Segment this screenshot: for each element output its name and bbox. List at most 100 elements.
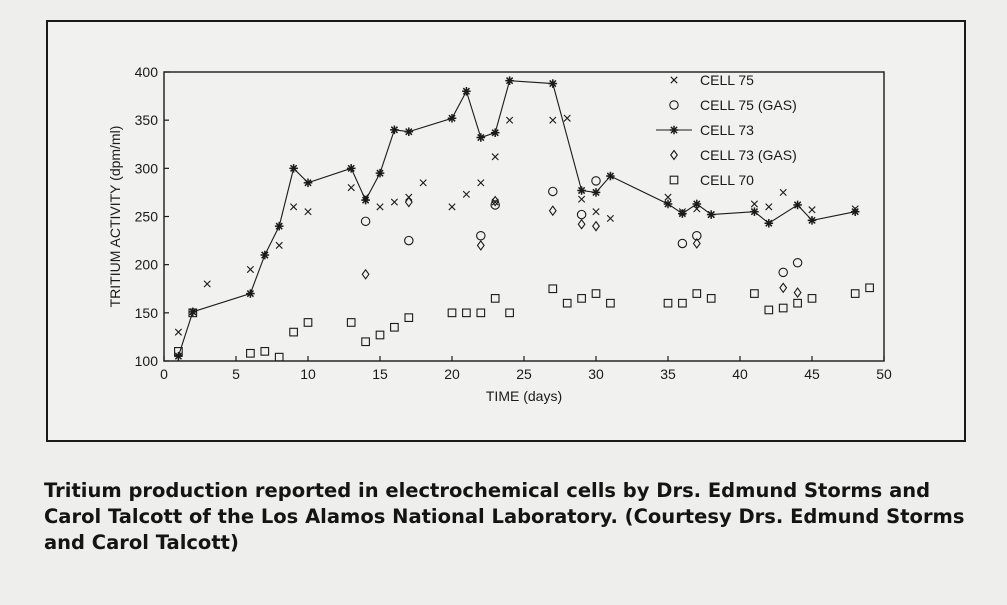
square-mark-shape — [606, 298, 615, 308]
x-mark-stroke — [246, 265, 254, 274]
star-mark-stroke — [549, 79, 557, 88]
legend-cell-75-marker — [670, 76, 678, 84]
cell-75-point — [491, 153, 499, 161]
x-mark-stroke — [419, 179, 427, 187]
star-mark-stroke — [246, 289, 255, 298]
cell-70-point — [490, 294, 500, 303]
cell-75-point — [606, 214, 614, 223]
diamond-mark-shape — [404, 196, 413, 208]
cell-73-gas-point — [793, 287, 802, 299]
cell-73-line — [177, 80, 856, 357]
x-mark-stroke — [491, 153, 499, 161]
cell-70-point — [793, 298, 802, 308]
x-mark-stroke — [563, 114, 571, 122]
cell-75-point — [563, 114, 571, 122]
cell-73-point — [390, 125, 399, 135]
star-mark-stroke — [174, 352, 183, 360]
cell-75-point — [549, 116, 557, 124]
y-axis-title: TRITIUM ACTIVITY (dpm/ml) — [107, 126, 123, 308]
cell-70-point — [865, 283, 874, 293]
star-mark-stroke — [577, 186, 586, 195]
cell-75-point — [390, 198, 398, 206]
star-mark-stroke — [693, 200, 701, 208]
square-mark-shape — [692, 289, 702, 298]
x-tick-label: 15 — [372, 366, 388, 382]
cell-73-point — [447, 113, 457, 123]
square-mark-shape — [390, 322, 399, 332]
cell-73-gas-point — [404, 196, 413, 208]
x-mark-stroke — [275, 241, 283, 249]
square-mark-shape — [375, 330, 385, 340]
cell-70-point — [462, 308, 471, 318]
cell-75-gas-point — [476, 231, 486, 241]
cell-75-gas-point — [591, 176, 601, 186]
cell-75-point — [347, 184, 355, 192]
cell-75-point — [808, 206, 816, 214]
x-tick-label: 20 — [444, 366, 460, 382]
cell-70-point — [750, 289, 759, 298]
legend-cell-75-label: CELL 75 — [700, 72, 754, 88]
star-mark-stroke — [289, 164, 298, 172]
square-mark-shape — [850, 289, 860, 298]
star-mark-stroke — [678, 209, 687, 218]
x-mark-stroke — [578, 195, 586, 203]
plot-area-frame — [163, 71, 885, 362]
cell-73-point — [260, 250, 270, 260]
cell-73-point — [591, 188, 601, 197]
cell-73-point — [764, 218, 774, 228]
square-mark-shape — [490, 294, 500, 303]
cell-70-point — [807, 294, 817, 303]
cell-75-point — [592, 208, 600, 216]
cell-70-point — [476, 308, 486, 318]
y-tick-label: 300 — [135, 160, 159, 176]
legend-cell-70-label: CELL 70 — [700, 172, 754, 188]
cell-70-point — [778, 303, 788, 313]
square-mark-shape — [303, 318, 313, 327]
legend-cell-75-gas-marker — [669, 100, 679, 110]
x-tick-label: 0 — [160, 366, 168, 382]
square-mark-shape — [462, 308, 471, 318]
cell-75-gas-point — [792, 257, 803, 268]
star-mark-stroke — [606, 172, 615, 180]
x-mark-stroke — [203, 280, 211, 288]
x-mark-stroke — [477, 179, 485, 187]
square-mark-shape — [404, 313, 414, 323]
circle-mark-shape — [677, 238, 688, 249]
square-mark-shape — [669, 175, 679, 185]
square-mark-shape — [505, 308, 514, 318]
square-mark-shape — [865, 283, 874, 293]
circle-mark-shape — [476, 231, 486, 241]
star-mark-stroke — [405, 128, 413, 136]
diamond-mark-shape — [670, 149, 678, 161]
square-mark-shape — [260, 347, 270, 356]
star-mark-stroke — [448, 114, 456, 122]
cell-73-gas-point — [361, 268, 370, 280]
circle-mark-shape — [792, 257, 803, 268]
diamond-mark-shape — [793, 287, 802, 299]
star-mark-stroke — [390, 126, 399, 134]
square-mark-shape — [706, 294, 716, 303]
cell-70-point — [390, 322, 399, 332]
star-mark-stroke — [707, 210, 715, 219]
square-mark-shape — [778, 303, 788, 313]
cell-75-point — [203, 280, 211, 288]
cell-73-point — [577, 186, 586, 195]
diamond-mark-shape — [361, 268, 370, 280]
legend-cell-73-label: CELL 73 — [700, 122, 754, 138]
star-mark-stroke — [491, 129, 499, 137]
cell-75-point — [750, 200, 758, 208]
cell-75-gas-point — [778, 267, 788, 278]
cell-73-gas-point — [592, 220, 600, 232]
x-mark-stroke — [290, 203, 298, 211]
cell-73-point — [505, 76, 514, 85]
cell-73-point — [274, 221, 284, 231]
square-mark-shape — [793, 298, 802, 308]
cell-73-point — [246, 289, 255, 298]
cell-73-point — [375, 168, 385, 178]
cell-70-point — [346, 318, 356, 327]
diamond-mark-shape — [476, 239, 485, 251]
cell-73-point — [807, 216, 817, 225]
cell-70-point — [447, 308, 457, 318]
square-mark-shape — [246, 348, 255, 358]
x-tick-label: 35 — [660, 366, 676, 382]
